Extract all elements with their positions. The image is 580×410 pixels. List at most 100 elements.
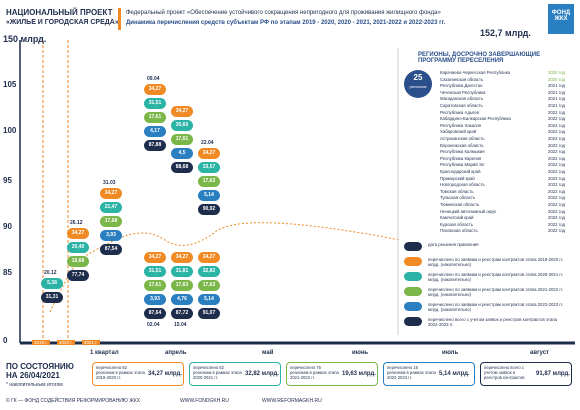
summary-text: перечислено 76 регионам в рамках этапа 2… xyxy=(290,365,339,380)
summary-value: 32,82 млрд. xyxy=(245,371,279,377)
region-year: 2022 год xyxy=(548,122,566,128)
pill: 31,81 xyxy=(171,266,193,277)
pill: 17,61 xyxy=(144,112,166,123)
region-year: 2022 год xyxy=(548,228,566,234)
project-name: «ЖИЛЬЕ И ГОРОДСКАЯ СРЕДА» xyxy=(6,19,119,26)
pill: 34,27 xyxy=(144,84,166,95)
region-year: 2022 год xyxy=(548,155,566,161)
region-year: 2022 год xyxy=(548,109,566,115)
region-name: Воронежская область xyxy=(440,142,484,148)
region-year: 2021 год xyxy=(548,89,566,95)
regions-title: РЕГИОНЫ, ДОСРОЧНО ЗАВЕРШАЮЩИЕ ПРОГРАММУ … xyxy=(418,52,541,64)
pill: 17,63 xyxy=(198,280,220,291)
region-name: Тульская область xyxy=(440,195,476,201)
legend-text: перечислено по заявкам и реестрам контра… xyxy=(428,272,564,282)
date-label: 31.03 xyxy=(103,180,116,186)
month-label: июль xyxy=(442,350,459,356)
pill: 5,14 xyxy=(198,190,220,201)
region-year: 2022 год xyxy=(548,195,566,201)
region-name: Ненецкий автономный округ xyxy=(440,208,497,214)
pill: 33,57 xyxy=(198,162,220,173)
legend-swatch xyxy=(404,242,422,251)
pill: 17,63 xyxy=(198,176,220,187)
region-year: 2022 год xyxy=(548,221,566,227)
summary-box xyxy=(383,362,475,386)
region-year: 2022 год xyxy=(548,136,566,141)
region-year: 2020 год xyxy=(548,70,566,75)
region-year: 2022 год xyxy=(548,169,566,174)
region-year: 2022 год xyxy=(548,175,566,181)
year-label: 2021 г. xyxy=(82,340,100,345)
region-name: Новгородская область xyxy=(440,182,485,188)
region-year: 2022 год xyxy=(548,182,566,188)
region-year: 2022 год xyxy=(548,142,566,148)
month-label: июнь xyxy=(352,350,369,356)
summary-box xyxy=(189,362,281,386)
pill: 87,64 xyxy=(144,308,166,319)
legend-text: дата решения правления xyxy=(428,242,479,247)
region-name: Республика Адыгея xyxy=(440,109,480,115)
pill: 30,60 xyxy=(171,120,193,131)
region-year: 2022 год xyxy=(548,129,566,135)
year-label: 2019 г. xyxy=(32,340,50,345)
pill: 34,27 xyxy=(171,252,193,263)
summary-box xyxy=(480,362,572,386)
site: WWW.REFORMAGKH.RU xyxy=(262,398,322,404)
region-name: Томская область xyxy=(440,188,474,194)
region-name: Краснодарский край xyxy=(440,169,481,174)
pill: 21,47 xyxy=(100,202,122,213)
region-name: Карачаево-Черкесская Республика xyxy=(440,70,511,75)
pill: 31,51 xyxy=(144,98,166,109)
region-year: 2022 год xyxy=(548,208,566,214)
region-year: 2022 год xyxy=(548,116,566,122)
region-name: Республика Хакасия xyxy=(440,122,481,128)
pill: 32,82 xyxy=(198,266,220,277)
site: WWW.FONDGKH.RU xyxy=(180,398,229,404)
date-label: 02.04 xyxy=(147,322,160,328)
summary-value: 34,27 млрд. xyxy=(148,371,182,377)
date-label: 22.04 xyxy=(201,140,214,146)
legend-swatch xyxy=(404,317,422,326)
region-name: Хабаровский край xyxy=(440,129,477,135)
region-name: Псковская область xyxy=(440,228,478,234)
pill: 34,27 xyxy=(198,148,220,159)
date-label: 26.12 xyxy=(70,220,83,226)
month-label: 1 квартал xyxy=(90,350,119,356)
project: НАЦИОНАЛЬНЫЙ ПРОЕКТ xyxy=(6,8,113,17)
summary-text: перечислено 82 регионам в рамках этапа 2… xyxy=(96,365,145,380)
pill: 88,68 xyxy=(171,162,193,173)
summary-text: перечислено 16 регионам в рамках этапа 2… xyxy=(387,365,436,380)
pill: 34,27 xyxy=(171,106,193,117)
region-name: Сахалинская область xyxy=(440,76,484,82)
pill: 4,5 xyxy=(171,148,193,159)
month-label: май xyxy=(262,350,274,356)
date-label: 09.04 xyxy=(147,76,160,82)
date-label: 20.12 xyxy=(44,270,57,276)
total: 152,7 млрд. xyxy=(480,28,531,38)
pill: 87,88 xyxy=(144,140,166,151)
region-year: 2022 год xyxy=(548,162,566,168)
region-name: Саратовская область xyxy=(440,103,483,108)
summary-box xyxy=(92,362,184,386)
pill: 17,61 xyxy=(171,134,193,145)
region-year: 2021 год xyxy=(548,83,566,89)
legend-swatch xyxy=(404,257,422,266)
region-year: 2021 год xyxy=(548,96,566,102)
summary-value: 5,14 млрд. xyxy=(439,371,470,377)
region-name: Астраханская область xyxy=(440,136,485,141)
y-label: 95 xyxy=(3,176,12,185)
logo: ФОНД ЖКХ xyxy=(548,4,574,34)
pill: 3,93 xyxy=(144,294,166,305)
legend-swatch xyxy=(404,272,422,281)
region-name: Республика Карелия xyxy=(440,155,482,161)
y-label: 0 xyxy=(3,336,8,345)
pill: 90,92 xyxy=(198,204,220,215)
y-label: 105 xyxy=(3,80,17,89)
region-name: Камчатский край xyxy=(440,215,474,221)
summary-value: 19,63 млрд. xyxy=(342,371,376,377)
pill: 34,27 xyxy=(144,252,166,263)
region-name: Республика Дагестан xyxy=(440,83,483,89)
accent xyxy=(118,8,121,30)
pill: 91,07 xyxy=(198,308,220,319)
